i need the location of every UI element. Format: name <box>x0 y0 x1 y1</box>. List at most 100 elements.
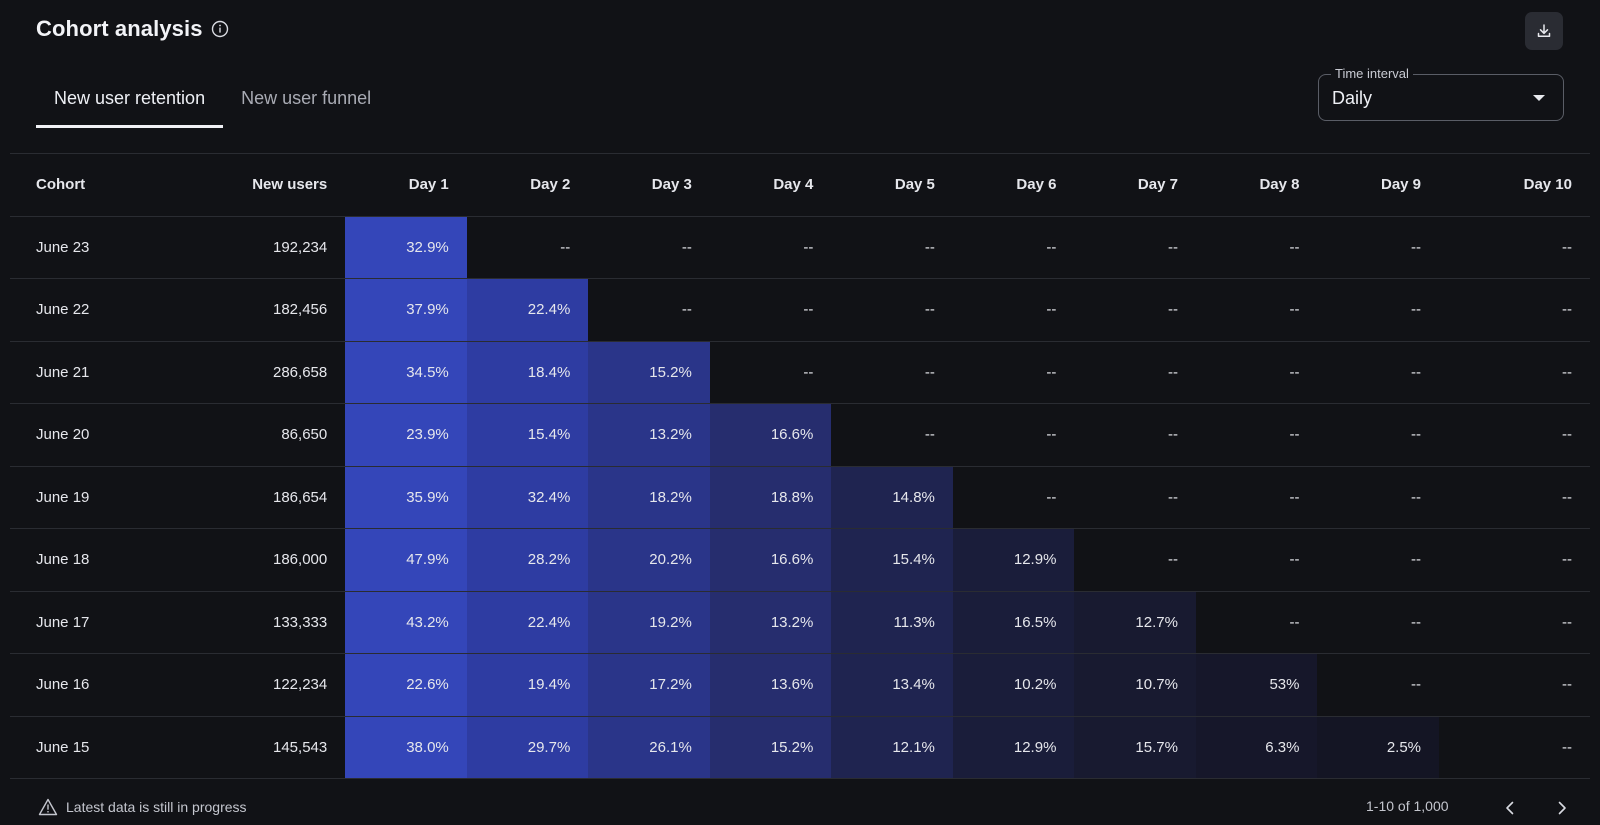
cohort-cell: June 17 <box>10 591 173 654</box>
retention-cell: -- <box>831 341 953 404</box>
tab-bar: New user retention New user funnel <box>36 76 389 128</box>
retention-cell: -- <box>831 278 953 342</box>
retention-cell: 20.2% <box>588 528 710 592</box>
retention-cell: 12.9% <box>952 528 1075 592</box>
retention-cell: -- <box>1195 278 1318 342</box>
retention-cell: -- <box>831 216 953 279</box>
cohort-cell: June 22 <box>10 278 173 342</box>
column-header: Cohort <box>10 154 173 217</box>
retention-cell: -- <box>709 341 832 404</box>
retention-cell: -- <box>1195 528 1318 592</box>
retention-cell: 53% <box>1195 653 1318 717</box>
chevron-down-icon <box>1533 95 1545 101</box>
new-users-cell: 145,543 <box>172 716 346 779</box>
tab-new-user-funnel[interactable]: New user funnel <box>241 88 372 108</box>
new-users-cell: 133,333 <box>172 591 346 654</box>
new-users-cell: 186,000 <box>172 528 346 592</box>
time-interval-label: Time interval <box>1331 66 1413 81</box>
retention-cell: 47.9% <box>345 528 467 592</box>
tab-new-user-retention[interactable]: New user retention <box>36 76 224 128</box>
column-header: Day 10 <box>1439 154 1590 217</box>
warning-icon <box>38 798 58 816</box>
retention-cell: -- <box>1317 341 1440 404</box>
time-interval-value: Daily <box>1332 88 1373 108</box>
retention-cell: -- <box>709 278 832 342</box>
retention-cell: -- <box>1074 528 1196 592</box>
pagination-range: 1-10 of 1,000 <box>1366 798 1449 814</box>
table-row[interactable]: June 20 86,650 23.9% 15.4% 13.2% 16.6% -- -- -- -… <box>10 403 1590 467</box>
table-row[interactable]: June 21 286,658 34.5% 18.4% 15.2% -- -- -- -- -- -… <box>10 341 1590 404</box>
cohort-cell: June 20 <box>10 403 173 467</box>
retention-cell: 38.0% <box>345 716 467 779</box>
retention-cell: -- <box>1195 591 1318 654</box>
retention-cell: -- <box>952 466 1075 529</box>
retention-cell: -- <box>1074 216 1196 279</box>
next-page-button[interactable] <box>1552 798 1572 818</box>
cohort-cell: June 23 <box>10 216 173 279</box>
prev-page-button[interactable] <box>1500 798 1520 818</box>
cohort-cell: June 19 <box>10 466 173 529</box>
retention-cell: 16.5% <box>952 591 1075 654</box>
retention-cell: 43.2% <box>345 591 467 654</box>
retention-cell: 19.4% <box>466 653 589 717</box>
table-row[interactable]: June 15 145,543 38.0% 29.7% 26.1% 15.2% 12.1% 1… <box>10 716 1590 779</box>
retention-cell: -- <box>1074 466 1196 529</box>
retention-cell: -- <box>588 216 710 279</box>
cohort-cell: June 16 <box>10 653 173 717</box>
retention-cell: 23.9% <box>345 403 467 467</box>
retention-cell: -- <box>1195 341 1318 404</box>
table-row[interactable]: June 18 186,000 47.9% 28.2% 20.2% 16.6% 15.4% 1… <box>10 528 1590 592</box>
retention-cell: 15.7% <box>1074 716 1196 779</box>
retention-cell: 29.7% <box>466 716 589 779</box>
new-users-cell: 122,234 <box>172 653 346 717</box>
table-row[interactable]: June 17 133,333 43.2% 22.4% 19.2% 13.2% 11.3% 1… <box>10 591 1590 654</box>
retention-cell: -- <box>1317 278 1440 342</box>
retention-cell: -- <box>466 216 589 279</box>
retention-cell: 16.6% <box>709 528 832 592</box>
column-header: Day 1 <box>345 154 467 217</box>
retention-cell: 28.2% <box>466 528 589 592</box>
retention-cell: -- <box>588 278 710 342</box>
retention-cell: -- <box>1439 528 1590 592</box>
retention-cell: -- <box>1195 403 1318 467</box>
retention-cell: -- <box>1439 278 1590 342</box>
retention-cell: 35.9% <box>345 466 467 529</box>
chevron-left-icon <box>1506 801 1514 815</box>
table-row[interactable]: June 22 182,456 37.9% 22.4% -- -- -- -- -- -- -- -- <box>10 278 1590 342</box>
table-row[interactable]: June 19 186,654 35.9% 32.4% 18.2% 18.8% 14.8% -… <box>10 466 1590 529</box>
retention-cell: 26.1% <box>588 716 710 779</box>
new-users-cell: 182,456 <box>172 278 346 342</box>
footer-note: Latest data is still in progress <box>38 798 247 816</box>
cohort-cell: June 18 <box>10 528 173 592</box>
retention-cell: 10.7% <box>1074 653 1196 717</box>
table-header-row: Cohort New users Day 1 Day 2 Day 3 Day 4 Day 5… <box>10 154 1590 217</box>
retention-cell: -- <box>1439 716 1590 779</box>
retention-cell: -- <box>952 216 1075 279</box>
retention-cell: 13.2% <box>709 591 832 654</box>
retention-cell: 12.9% <box>952 716 1075 779</box>
retention-cell: -- <box>1317 528 1440 592</box>
retention-cell: 32.4% <box>466 466 589 529</box>
retention-cell: 2.5% <box>1317 716 1440 779</box>
table-row[interactable]: June 16 122,234 22.6% 19.4% 17.2% 13.6% 13.4% 1… <box>10 653 1590 717</box>
retention-cell: -- <box>1439 341 1590 404</box>
retention-cell: 22.4% <box>466 591 589 654</box>
info-icon[interactable] <box>211 20 229 38</box>
retention-cell: -- <box>1439 653 1590 717</box>
new-users-cell: 192,234 <box>172 216 346 279</box>
retention-cell: -- <box>831 403 953 467</box>
retention-cell: 13.2% <box>588 403 710 467</box>
column-header: Day 3 <box>588 154 710 217</box>
retention-cell: 11.3% <box>831 591 953 654</box>
retention-cell: -- <box>1439 216 1590 279</box>
download-button[interactable] <box>1525 12 1563 50</box>
retention-cell: 13.6% <box>709 653 832 717</box>
retention-cell: 15.2% <box>709 716 832 779</box>
table-row[interactable]: June 23 192,234 32.9% -- -- -- -- -- -- -- -- -- <box>10 216 1590 279</box>
retention-cell: 18.4% <box>466 341 589 404</box>
retention-cell: -- <box>1317 466 1440 529</box>
retention-cell: 15.2% <box>588 341 710 404</box>
time-interval-select[interactable]: Time interval Daily <box>1318 66 1564 121</box>
retention-cell: 19.2% <box>588 591 710 654</box>
retention-cell: 12.1% <box>831 716 953 779</box>
